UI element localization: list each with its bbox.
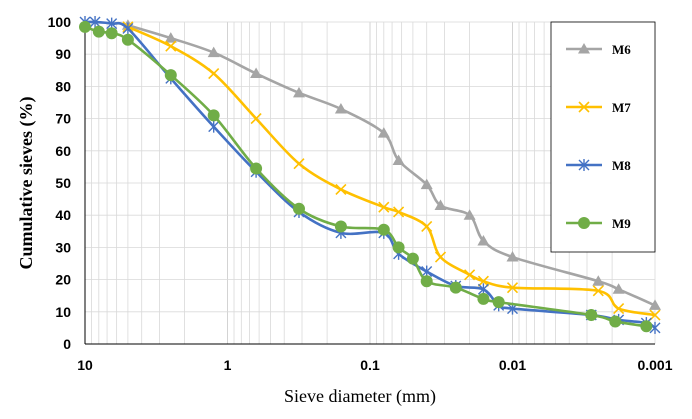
legend-label: M8	[612, 158, 631, 173]
legend-box	[550, 21, 656, 253]
data-point	[89, 16, 101, 28]
legend-item: M7	[566, 100, 631, 115]
data-point	[377, 127, 390, 138]
data-point	[492, 296, 505, 309]
y-tick-label: 50	[55, 175, 71, 191]
data-point	[592, 285, 604, 297]
series-layer	[79, 16, 661, 334]
data-point	[334, 102, 347, 114]
legend-item: M8	[566, 158, 631, 173]
data-point	[121, 33, 134, 46]
data-point	[477, 234, 490, 246]
y-tick-label: 60	[55, 143, 71, 159]
y-tick-label: 40	[55, 207, 71, 223]
data-point	[122, 22, 134, 35]
y-tick-labels: 0 10 20 30 40 50 60 70 80 90 100	[48, 14, 72, 352]
data-point	[250, 113, 262, 125]
data-point	[420, 275, 433, 288]
data-point	[592, 275, 605, 286]
x-tick-label: 0.001	[637, 357, 672, 373]
x-tick-label: 10	[77, 357, 93, 373]
data-point	[208, 120, 220, 133]
data-point	[421, 220, 433, 233]
series-line	[127, 25, 656, 317]
data-point	[207, 109, 220, 122]
data-point	[164, 69, 177, 82]
data-point	[164, 32, 177, 43]
data-point	[293, 158, 305, 170]
data-point	[506, 251, 519, 262]
data-point	[292, 202, 305, 215]
data-point	[406, 252, 419, 265]
series-M7	[122, 21, 661, 321]
legend: M6 M7 M8 M9	[550, 21, 656, 253]
data-point	[449, 281, 462, 294]
legend-marker	[578, 159, 590, 171]
y-tick-label: 20	[55, 272, 71, 288]
data-point	[477, 275, 489, 287]
data-point	[378, 201, 390, 213]
series-M9	[79, 20, 653, 333]
data-point	[165, 40, 177, 52]
data-point	[463, 209, 476, 220]
data-point	[613, 303, 625, 315]
data-point	[250, 162, 263, 175]
x-tick-label: 0.01	[499, 357, 526, 373]
data-point	[92, 25, 105, 38]
legend-marker	[578, 101, 590, 113]
legend-marker	[578, 43, 590, 54]
series-line	[127, 23, 656, 307]
data-point	[250, 67, 263, 79]
data-point	[292, 86, 305, 98]
data-point	[79, 20, 91, 33]
data-point	[335, 183, 347, 196]
data-point	[506, 282, 519, 294]
data-point	[649, 309, 661, 321]
data-point	[434, 199, 447, 211]
data-point	[207, 46, 220, 58]
x-axis-title: Sieve diameter (mm)	[284, 386, 436, 407]
x-tick-label: 1	[224, 357, 232, 373]
y-axis-title: Cumulative sieves (%)	[16, 97, 37, 270]
legend-item: M6	[566, 42, 631, 57]
data-point	[609, 315, 622, 328]
data-point	[208, 67, 220, 80]
data-point	[640, 320, 653, 333]
y-tick-label: 80	[55, 78, 71, 94]
data-point	[334, 220, 347, 233]
legend-label: M7	[612, 100, 631, 115]
y-tick-label: 10	[55, 304, 71, 320]
data-point	[392, 241, 405, 254]
y-tick-label: 100	[48, 14, 72, 30]
y-tick-label: 0	[63, 336, 71, 352]
y-tick-label: 30	[55, 239, 71, 255]
legend-label: M6	[612, 42, 631, 57]
legend-item: M9	[566, 216, 631, 231]
data-point	[649, 299, 661, 310]
axes	[84, 22, 655, 345]
data-point	[105, 27, 118, 40]
x-tick-labels: 10 1 0.1 0.01 0.001	[77, 357, 673, 373]
data-point	[377, 223, 390, 236]
legend-marker	[578, 217, 590, 229]
y-tick-label: 70	[55, 111, 71, 127]
data-point	[434, 251, 447, 263]
y-tick-label: 90	[55, 46, 71, 62]
data-point	[393, 206, 405, 218]
data-point	[464, 269, 476, 281]
x-tick-label: 0.1	[360, 357, 380, 373]
data-point	[420, 178, 433, 190]
data-point	[392, 154, 405, 165]
data-point	[477, 292, 490, 305]
data-point	[612, 283, 625, 294]
legend-label: M9	[612, 216, 631, 231]
data-point	[585, 309, 598, 322]
